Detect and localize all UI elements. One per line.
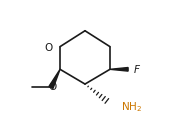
Polygon shape — [49, 70, 60, 89]
Text: O: O — [45, 42, 53, 52]
Polygon shape — [110, 68, 128, 71]
Text: O: O — [48, 81, 56, 91]
Text: F: F — [134, 65, 140, 75]
Text: NH$_2$: NH$_2$ — [121, 99, 142, 113]
